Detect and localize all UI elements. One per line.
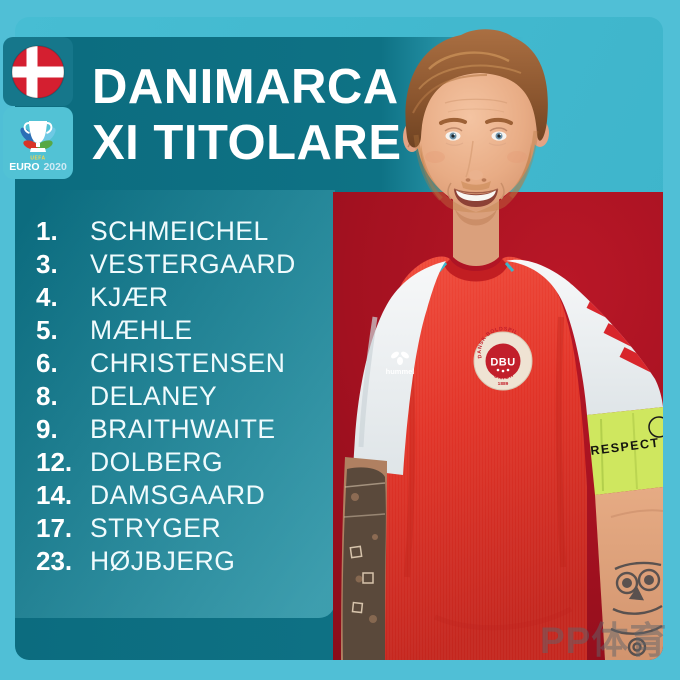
list-panel-gradient <box>15 190 335 618</box>
list-item: 23. HØJBJERG <box>36 545 296 578</box>
uefa-badge-icon <box>648 416 663 438</box>
crest-arc-bottom-text: UNION <box>493 372 515 381</box>
player-name: MÆHLE <box>90 315 193 345</box>
euro2020-tab: UEFA EURO 2020 <box>3 107 73 179</box>
list-item: 5. MÆHLE <box>36 314 296 347</box>
player-number: 17. <box>36 513 73 543</box>
eyebrow-right <box>485 117 513 125</box>
player-number: 12. <box>36 447 73 477</box>
owl-tattoo <box>610 561 663 657</box>
page-title: DANIMARCA XI TITOLARE <box>92 59 402 171</box>
player-name: BRAITHWAITE <box>90 414 276 444</box>
svg-text:UNION: UNION <box>493 372 516 381</box>
sleeve-left <box>353 261 446 475</box>
denmark-flag-icon <box>11 44 65 99</box>
lineup-list: 1. SCHMEICHEL 3. VESTERGAARD 4. KJÆR 5. MÆHL… <box>36 215 296 578</box>
player-name: SCHMEICHEL <box>90 216 269 246</box>
player-number: 5. <box>36 315 58 345</box>
list-item: 17. STRYGER <box>36 512 296 545</box>
neck <box>453 197 499 266</box>
list-item: 12. DOLBERG <box>36 446 296 479</box>
player-number: 23. <box>36 546 73 576</box>
euro-text: EURO <box>9 161 39 173</box>
player-name: DELANEY <box>90 381 218 411</box>
player-name: CHRISTENSEN <box>90 348 286 378</box>
dbu-crest: DBU DANSK BOLDSPIL UNION 1889 <box>473 326 533 391</box>
list-item: 6. CHRISTENSEN <box>36 347 296 380</box>
crest-dbu-text: DBU <box>490 357 515 369</box>
list-item: 9. BRAITHWAITE <box>36 413 296 446</box>
list-item: 14. DAMSGAARD <box>36 479 296 512</box>
list-item: 4. KJÆR <box>36 281 296 314</box>
svg-text:EURO 2020: EURO 2020 <box>9 161 67 173</box>
player-number: 4. <box>36 282 58 312</box>
player-number: 14. <box>36 480 73 510</box>
player-name: DAMSGAARD <box>90 480 266 510</box>
player-photo: RESPECT DBU DANSK BOLDSPI <box>341 29 663 660</box>
player-number: 1. <box>36 216 58 246</box>
sleeve-right <box>506 259 663 415</box>
nose <box>469 170 483 180</box>
euro2020-logo: UEFA EURO 2020 <box>9 121 67 173</box>
eyebrow-left <box>439 117 467 125</box>
list-item: 3. VESTERGAARD <box>36 248 296 281</box>
title-line-2: XI TITOLARE <box>92 116 402 170</box>
main-panel: RESPECT DBU DANSK BOLDSPI <box>15 17 663 660</box>
crest-year-text: 1889 <box>498 381 509 387</box>
hummel-wordmark: hummel <box>386 367 415 376</box>
collar <box>444 259 508 282</box>
hummel-logo: hummel <box>386 351 415 376</box>
player-name: VESTERGAARD <box>90 249 296 279</box>
player-name: STRYGER <box>90 513 222 543</box>
list-item: 8. DELANEY <box>36 380 296 413</box>
player-number: 8. <box>36 381 58 411</box>
player-name: HØJBJERG <box>90 546 236 576</box>
list-item: 1. SCHMEICHEL <box>36 215 296 248</box>
title-line-1: DANIMARCA <box>92 60 399 114</box>
player-number: 9. <box>36 414 58 444</box>
player-number: 6. <box>36 348 58 378</box>
captain-armband: RESPECT <box>587 407 663 495</box>
uefa-text: UEFA <box>30 156 45 162</box>
player-name: DOLBERG <box>90 447 224 477</box>
euro-year-text: 2020 <box>43 161 67 173</box>
flag-tab <box>3 37 73 106</box>
arm-left-tattoos <box>342 467 386 660</box>
player-number: 3. <box>36 249 58 279</box>
pp-sports-watermark: PP体育 <box>540 620 668 661</box>
player-name: KJÆR <box>90 282 169 312</box>
